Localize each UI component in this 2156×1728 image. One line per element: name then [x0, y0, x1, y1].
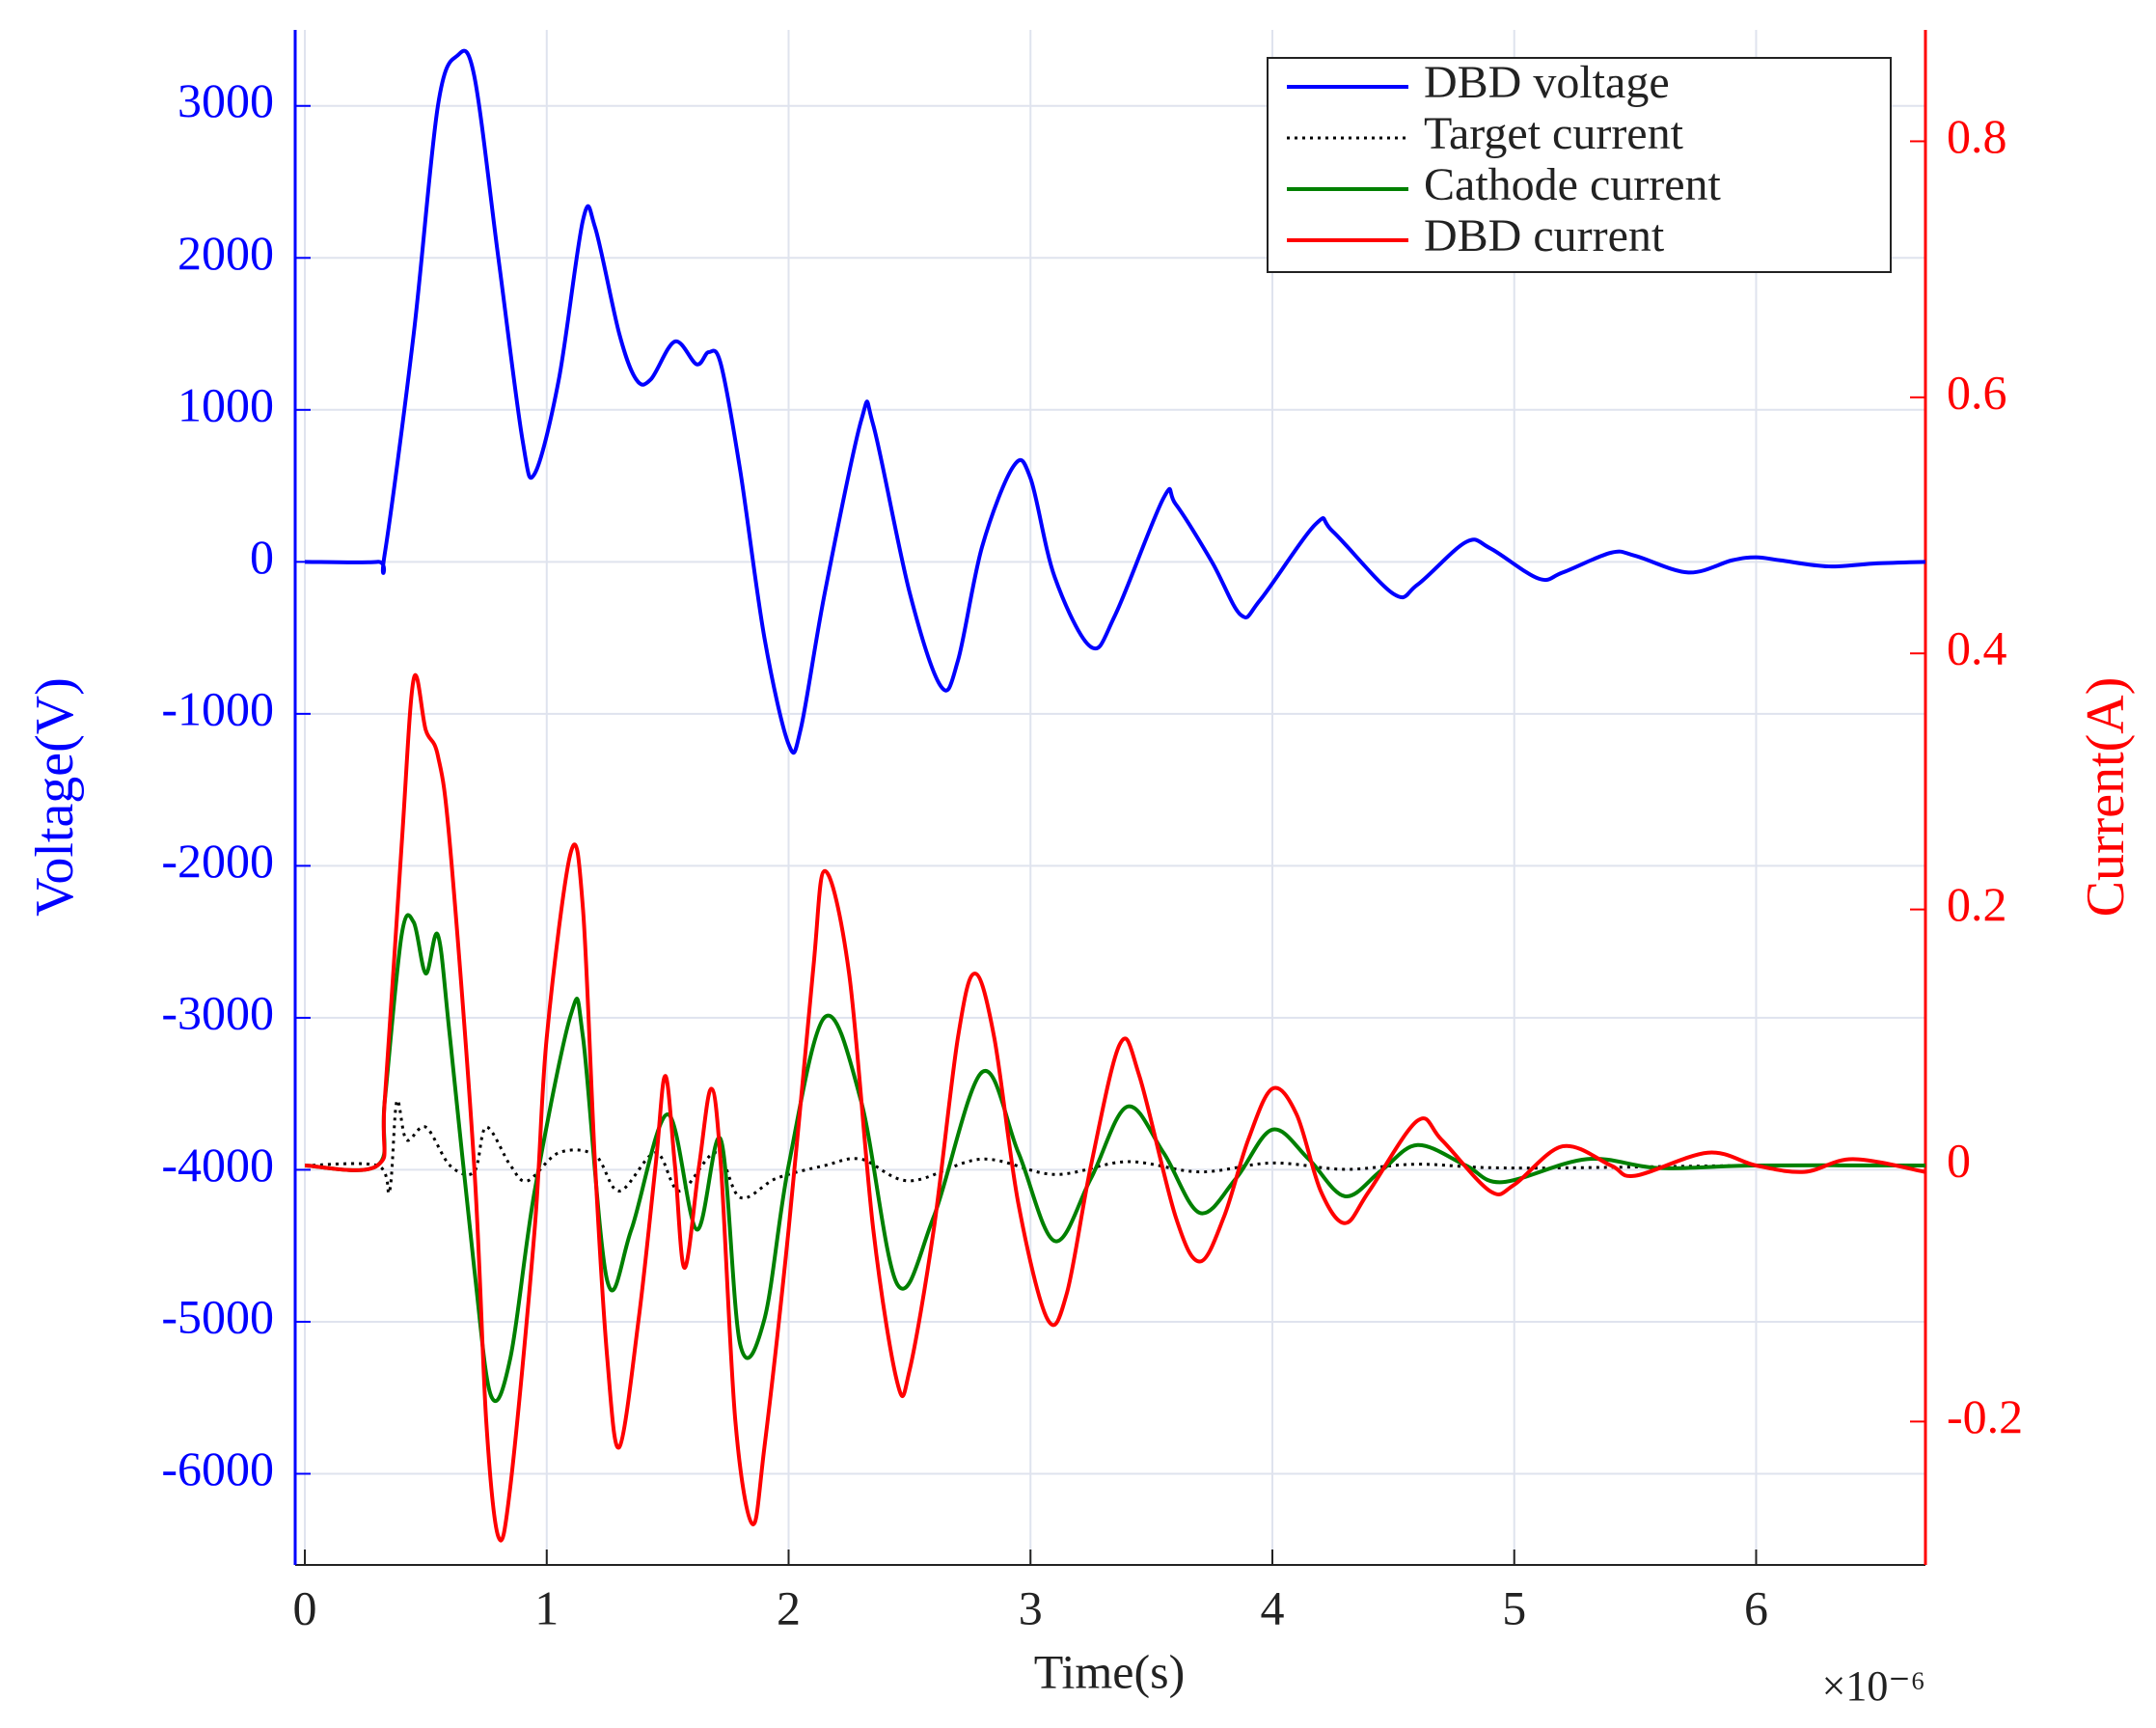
- x-axis-label: Time(s): [1034, 1644, 1186, 1698]
- y2-tick-label: 0: [1947, 1133, 1971, 1187]
- legend-box: [1267, 57, 1892, 273]
- y2-tick-label: 0.2: [1947, 877, 2007, 931]
- legend-label: DBD voltage: [1424, 57, 1670, 108]
- x-tick-label: 1: [534, 1580, 559, 1634]
- x-tick-label: 6: [1744, 1580, 1768, 1634]
- x-tick-label: 5: [1502, 1580, 1526, 1634]
- x-tick-label: 2: [777, 1580, 801, 1634]
- legend-label: Target current: [1424, 108, 1684, 159]
- x-tick-label: 3: [1019, 1580, 1043, 1634]
- legend-label: Cathode current: [1424, 159, 1722, 210]
- y-tick-label: 0: [250, 530, 274, 584]
- y2-tick-label: -0.2: [1947, 1389, 2023, 1443]
- y-tick-label: 1000: [177, 377, 274, 431]
- y2-tick-label: 0.6: [1947, 365, 2007, 419]
- y-tick-label: -6000: [161, 1441, 274, 1495]
- series-line: [304, 913, 1926, 1404]
- y2-tick-label: 0.8: [1947, 109, 2007, 163]
- series-line: [305, 48, 1926, 755]
- y-tick-label: 2000: [177, 226, 274, 280]
- y-tick-label: 3000: [177, 73, 274, 127]
- y-tick-label: -2000: [161, 834, 274, 888]
- series-line: [305, 1099, 1926, 1200]
- y2-axis-label: Current(A): [2076, 677, 2136, 918]
- y-tick-label: -5000: [161, 1289, 274, 1343]
- x-tick-label: 4: [1260, 1580, 1284, 1634]
- x-multiplier: ×10⁻⁶: [1822, 1662, 1925, 1710]
- series-line: [304, 673, 1926, 1543]
- y-axis-label: Voltage(V): [25, 677, 85, 917]
- y-tick-label: -3000: [161, 985, 274, 1039]
- y-tick-label: -4000: [161, 1138, 274, 1192]
- legend-label: DBD current: [1424, 210, 1665, 261]
- y2-tick-label: 0.4: [1947, 621, 2007, 675]
- x-tick-label: 0: [293, 1580, 317, 1634]
- y-tick-label: -1000: [161, 681, 274, 735]
